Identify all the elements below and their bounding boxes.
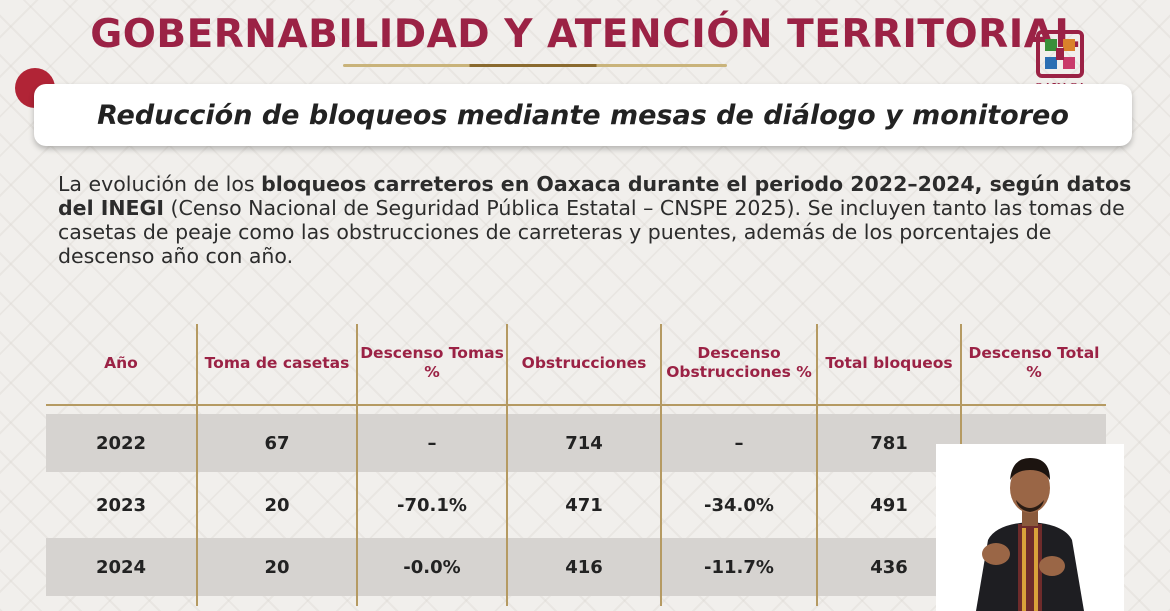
table-row: 2024 20 -0.0% 416 -11.7% 436	[46, 538, 1106, 596]
subtitle: Reducción de bloqueos mediante mesas de …	[97, 99, 1069, 131]
table-header-row: Año Toma de casetas Descenso Tomas % Obs…	[46, 324, 1106, 402]
intro-paragraph: La evolución de los bloqueos carreteros …	[58, 172, 1148, 268]
subtitle-banner: Reducción de bloqueos mediante mesas de …	[34, 84, 1132, 146]
cell-total: 781	[870, 432, 908, 454]
column-divider	[196, 324, 198, 606]
header-descenso-tomas: Descenso Tomas %	[360, 344, 504, 381]
column-divider	[356, 324, 358, 606]
sign-language-interpreter-image	[936, 444, 1124, 611]
cell-casetas: 20	[264, 494, 290, 516]
header-obstrucciones: Obstrucciones	[521, 353, 647, 372]
cell-descenso-obstrucciones: -34.0%	[704, 494, 774, 516]
cell-obstrucciones: 416	[565, 556, 603, 578]
header-casetas: Toma de casetas	[204, 353, 350, 372]
table-row: 2022 67 – 714 – 781	[46, 414, 1106, 472]
cell-descenso-tomas: –	[427, 432, 437, 454]
column-divider	[660, 324, 662, 606]
cell-year: 2023	[95, 494, 147, 516]
table-row: 2023 20 -70.1% 471 -34.0% 491	[46, 476, 1106, 534]
header-total: Total bloqueos	[825, 353, 953, 372]
oaxaca-logo-icon	[1036, 30, 1084, 78]
cell-descenso-tomas: -70.1%	[397, 494, 467, 516]
header-descenso-total: Descenso Total %	[968, 344, 1100, 381]
cell-total: 436	[870, 556, 908, 578]
cell-obstrucciones: 714	[565, 432, 603, 454]
cell-total: 491	[870, 494, 908, 516]
header-divider	[46, 404, 1106, 406]
cell-year: 2022	[95, 432, 147, 454]
cell-obstrucciones: 471	[565, 494, 603, 516]
intro-bold: bloqueos carreteros en Oaxaca durante el…	[58, 172, 1132, 220]
cell-casetas: 20	[264, 556, 290, 578]
title-underline	[343, 64, 727, 67]
header-descenso-obstrucciones: Descenso Obstrucciones %	[666, 344, 812, 381]
cell-descenso-obstrucciones: -11.7%	[704, 556, 774, 578]
cell-descenso-tomas: -0.0%	[403, 556, 461, 578]
cell-year: 2024	[95, 556, 147, 578]
intro-text-1: La evolución de los	[58, 172, 262, 196]
cell-casetas: 67	[264, 432, 290, 454]
page-title: GOBERNABILIDAD Y ATENCIÓN TERRITORIAL	[90, 12, 1080, 57]
column-divider	[506, 324, 508, 606]
header-year: Año	[104, 353, 138, 372]
intro-text-2: (Censo Nacional de Seguridad Pública Est…	[58, 196, 1125, 268]
cell-descenso-obstrucciones: –	[734, 432, 744, 454]
column-divider	[816, 324, 818, 606]
